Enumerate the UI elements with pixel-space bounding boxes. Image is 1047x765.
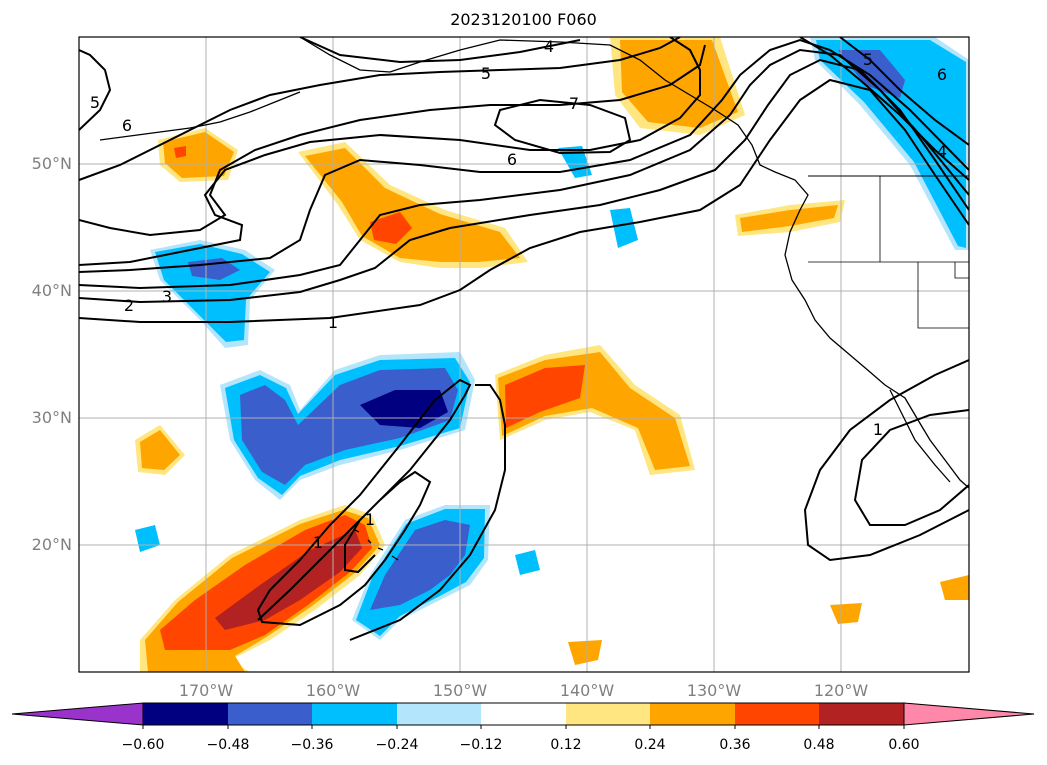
colorbar-extend-max (903, 702, 1035, 726)
colorbar-tick-label: 0.36 (719, 737, 751, 753)
shade-negative-small-3 (610, 208, 638, 248)
colorbar-extend-min (11, 702, 144, 726)
colorbar-bin (650, 703, 735, 725)
contour-label: 5 (90, 93, 100, 112)
shade-negative-small-2 (515, 550, 540, 575)
contour-line-7 (79, 37, 681, 181)
contour-label: 1 (365, 510, 375, 529)
contour-line-5 (79, 37, 701, 266)
lon-label: 120°W (813, 681, 869, 700)
contour-label: 4 (937, 142, 947, 161)
colorbar-bin (312, 703, 397, 725)
colorbar-tick-label: 0.24 (634, 737, 666, 753)
shade-negative-ne-core (816, 40, 966, 248)
shade-negative-ne-inner (838, 50, 905, 98)
contour-label: 4 (544, 37, 554, 56)
map-frame (78, 36, 970, 673)
contour-line-10 (493, 98, 632, 155)
lon-label: 130°W (686, 681, 742, 700)
coastline-alaska (299, 37, 969, 489)
contour-label: 6 (937, 65, 947, 84)
contour-line-12 (349, 384, 506, 641)
shade-positive-nw-core (163, 132, 234, 178)
colorbar-bin (143, 703, 228, 725)
shade-positive-small-6 (830, 603, 862, 624)
contour-line-4 (79, 38, 969, 273)
colorbar-tick-label: −0.36 (290, 737, 334, 753)
contour-layer (79, 37, 969, 641)
shade-positive-mid-max (505, 365, 585, 428)
contour-label: 1 (873, 420, 883, 439)
colorbar-bin (481, 703, 566, 725)
colorbar-bin (566, 703, 650, 725)
contour-label: 1 (313, 533, 323, 552)
shade-negative-small-4 (558, 146, 592, 178)
coastline-aleutians (99, 91, 301, 141)
contour-label: 5 (863, 50, 873, 69)
contour-label: 6 (507, 150, 517, 169)
contour-label: 3 (162, 287, 172, 306)
contour-line-16 (799, 37, 969, 181)
shade-negative-west-max (188, 258, 240, 280)
shade-positive-gulf-band-core (305, 148, 520, 262)
coastlines (99, 37, 969, 561)
lat-label: 30°N (31, 408, 72, 427)
colorbar-tick-label: 0.12 (550, 737, 582, 753)
colorbar-tick-label: −0.60 (121, 737, 165, 753)
border-states (808, 176, 969, 329)
lat-label: 50°N (31, 154, 72, 173)
shade-negative-small-1 (135, 525, 160, 552)
shade-negative-hawaii-inner (370, 520, 470, 610)
contour-line-14 (853, 409, 969, 526)
contour-line-3 (79, 48, 969, 290)
shade-positive-small-5 (568, 640, 602, 665)
contour-line-11 (256, 378, 472, 627)
contour-label: 7 (569, 94, 579, 113)
contour-line-15 (839, 37, 969, 146)
contour-label-layer: 4 5 7 6 5 6 3 2 1 1 1 1 6 5 4 (90, 37, 947, 552)
shade-positive-gulf-max (370, 212, 412, 244)
contour-label: 5 (481, 64, 491, 83)
contour-label: 6 (122, 116, 132, 135)
map-title: 2023120100 F060 (450, 10, 597, 29)
colorbar-tick-label: −0.24 (375, 737, 419, 753)
shade-positive-bc-core (740, 205, 838, 232)
colorbar-bin (397, 703, 481, 725)
lon-label: 170°W (178, 681, 234, 700)
contour-line-2 (79, 58, 969, 304)
contour-line-6 (79, 44, 706, 237)
lat-label: 20°N (31, 535, 72, 554)
colorbar-tick-label: 0.60 (888, 737, 920, 753)
colorbar-tick-label: 0.48 (803, 737, 835, 753)
shade-negative-west-core (155, 244, 270, 342)
shade-positive-small-7 (940, 575, 969, 600)
lat-label: 40°N (31, 281, 72, 300)
colorbar-bin (819, 703, 904, 725)
shade-positive-small-west-core (140, 430, 180, 470)
hawaii-islands (354, 529, 399, 561)
contour-label: 1 (328, 313, 338, 332)
colorbar-tick-label: −0.48 (206, 737, 250, 753)
shaded-field-layer (135, 37, 969, 672)
lon-label: 160°W (305, 681, 361, 700)
contour-line-13 (803, 359, 969, 562)
contour-label: 2 (124, 296, 134, 315)
colorbar-bin (228, 703, 312, 725)
shade-positive-nw-max (174, 146, 186, 158)
colorbar-tick-label: −0.12 (459, 737, 503, 753)
contour-line-9 (299, 37, 581, 64)
coastline-baja (889, 389, 951, 483)
contour-line-8 (79, 49, 112, 131)
colorbar (11, 702, 1035, 729)
colorbar-bin (735, 703, 819, 725)
lon-label: 140°W (559, 681, 615, 700)
lon-label: 150°W (432, 681, 488, 700)
